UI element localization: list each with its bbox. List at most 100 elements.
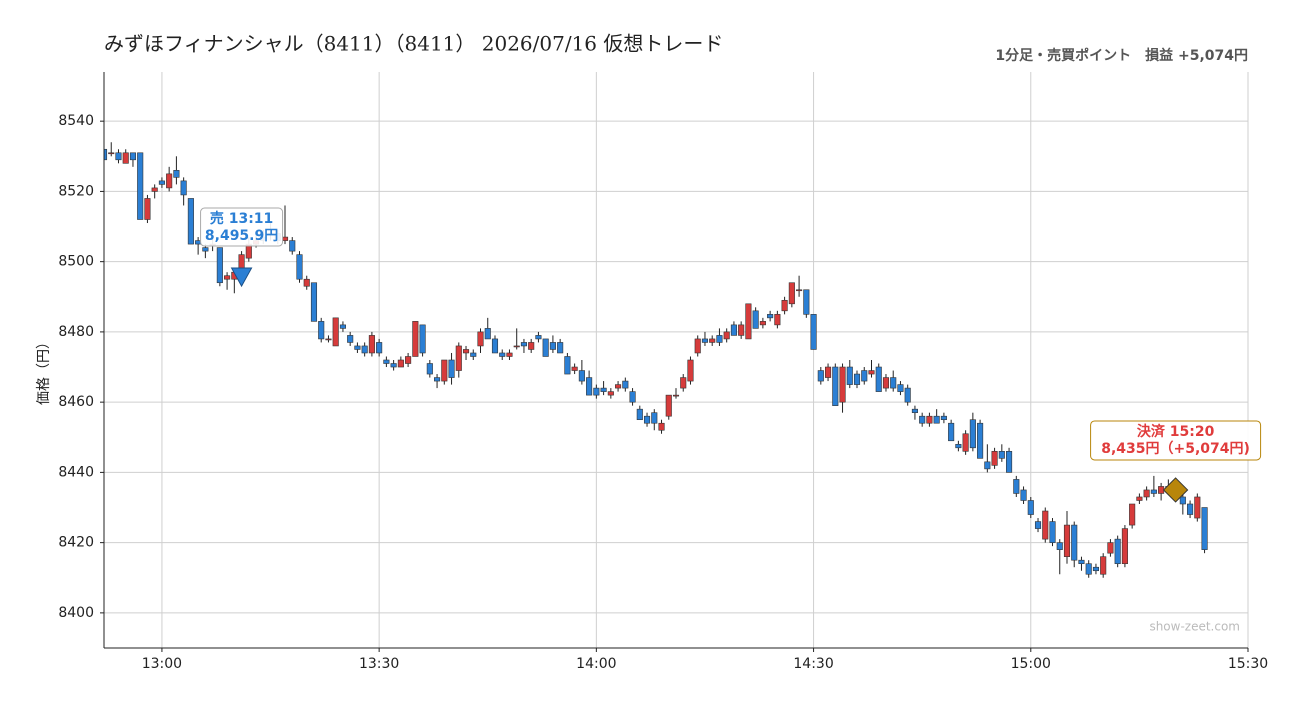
candle-body	[1034, 521, 1042, 529]
candle-body	[1194, 496, 1201, 519]
candle-body	[339, 324, 346, 329]
grid: 8400 8420 8440 8460 8480 8500 8520 8540 13:00 13:…	[58, 72, 1268, 672]
candle-body	[1201, 507, 1208, 550]
candle-body	[390, 363, 397, 368]
annotation-box	[200, 207, 284, 247]
candle-body	[738, 324, 745, 336]
candle-body	[1121, 528, 1128, 565]
candle-body	[810, 314, 817, 350]
candle-body	[875, 366, 882, 392]
candle-body	[1027, 500, 1034, 515]
candle-body	[557, 342, 564, 354]
candle-body	[658, 422, 665, 431]
candle-body	[904, 387, 911, 403]
candle-body	[1150, 489, 1157, 494]
candle-body	[499, 352, 506, 357]
candle-body	[491, 338, 499, 354]
chart-subtitle: 1分足・売買ポイント 損益 +5,074円	[995, 47, 1248, 64]
candle-body	[281, 236, 289, 241]
candle-body	[629, 391, 636, 403]
watermark: show-zeet.com	[1149, 620, 1240, 634]
y-tick-label: 8440	[58, 464, 94, 480]
candle-body	[578, 370, 585, 382]
sell-marker	[230, 267, 253, 288]
annotation-label: 決済 15:20	[1137, 423, 1215, 440]
candle-body	[296, 254, 303, 280]
candle-body	[615, 384, 622, 389]
candle-body	[108, 152, 115, 155]
candle-body	[680, 377, 687, 389]
candle-body	[1020, 489, 1027, 501]
candle-body	[868, 370, 875, 375]
candle-body	[788, 282, 795, 305]
candle-body	[716, 335, 723, 343]
candle-body	[1114, 538, 1121, 565]
candle-body	[151, 187, 158, 192]
candle-body	[180, 180, 187, 196]
candle-body	[1143, 489, 1150, 498]
candle-body	[861, 370, 868, 382]
x-tick-label: 15:00	[1011, 656, 1051, 672]
candle-body	[1063, 524, 1071, 557]
candle-body	[310, 282, 318, 322]
candle-body	[745, 303, 752, 340]
candle-body	[477, 331, 484, 347]
chart-title: みずほフィナンシャル（8411）（8411） 2026/07/16 仮想トレード	[104, 32, 723, 56]
candle-body	[484, 328, 491, 340]
candle-body	[1179, 496, 1186, 505]
candle-body	[774, 314, 781, 326]
candle-body	[991, 451, 998, 466]
candle-body	[1056, 542, 1063, 550]
settle-marker	[1162, 477, 1189, 503]
candle-body	[940, 415, 947, 421]
candle-body	[759, 321, 766, 326]
candle-body	[549, 342, 556, 350]
x-tick-label: 15:30	[1228, 656, 1268, 672]
candle-body	[455, 345, 462, 371]
candle-body	[361, 345, 368, 354]
candle-body	[1129, 503, 1136, 526]
annotation-label: 売 13:11	[210, 210, 273, 227]
candle-body	[796, 289, 803, 292]
candle-body	[977, 422, 984, 459]
candle-body	[687, 359, 694, 382]
candle-body	[1187, 503, 1194, 515]
candle-body	[564, 356, 571, 375]
candle-body	[405, 356, 412, 364]
candle-body	[158, 180, 165, 185]
candle-body	[824, 366, 832, 378]
y-tick-label: 8420	[58, 535, 94, 551]
candle-body	[1006, 451, 1013, 473]
candle-body	[665, 394, 672, 417]
candle-body	[593, 387, 600, 396]
candle-body	[651, 412, 658, 424]
annotation-price: 8,435円（+5,074円)	[1101, 441, 1250, 457]
x-tick-label: 14:00	[576, 656, 616, 672]
candle-body	[115, 152, 122, 161]
candle-body	[470, 352, 477, 357]
x-tick-label: 13:30	[359, 656, 399, 672]
candle-body	[1107, 542, 1114, 554]
candle-body	[448, 359, 455, 378]
candle-body	[383, 359, 390, 364]
candle-body	[622, 380, 629, 389]
candle-body	[238, 254, 245, 269]
candle-body	[187, 198, 194, 245]
candle-body	[1042, 510, 1049, 540]
candle-body	[325, 338, 332, 341]
candle-body	[911, 408, 918, 413]
candle-body	[1013, 479, 1020, 494]
candle-body	[890, 377, 897, 389]
candle-body	[1049, 521, 1056, 543]
y-tick-label: 8480	[58, 324, 94, 340]
candle-body	[224, 275, 231, 280]
annotation-box	[1090, 420, 1262, 461]
candle-body	[289, 240, 296, 252]
candle-body	[926, 415, 933, 424]
candle-body	[426, 363, 433, 375]
candles	[104, 142, 1208, 578]
candle-body	[853, 373, 861, 385]
candle-body	[318, 321, 325, 340]
candle-body	[1092, 566, 1100, 572]
